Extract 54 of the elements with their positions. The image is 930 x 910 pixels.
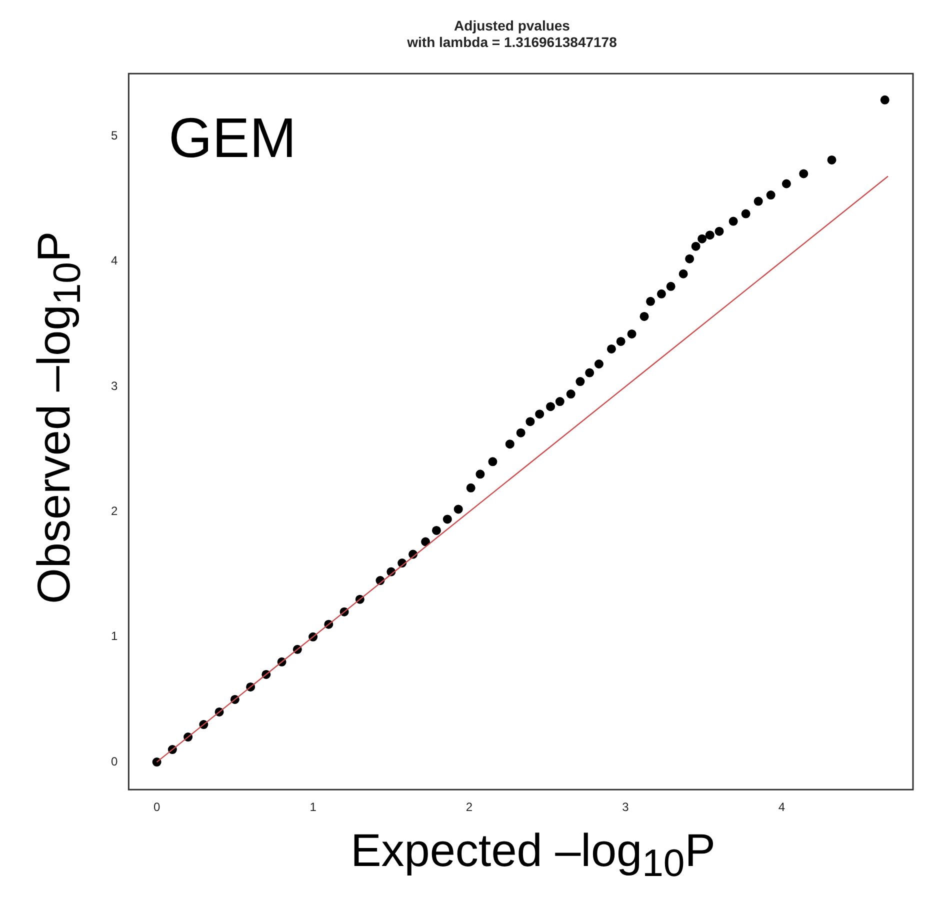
chart-subtitle: with lambda = 1.3169613847178 bbox=[406, 34, 618, 50]
point bbox=[421, 537, 430, 546]
point bbox=[799, 169, 808, 178]
point bbox=[880, 95, 890, 104]
point bbox=[754, 196, 763, 206]
point bbox=[566, 390, 576, 399]
point bbox=[505, 440, 514, 449]
point bbox=[442, 514, 452, 524]
point bbox=[685, 254, 694, 264]
point bbox=[678, 269, 688, 278]
point bbox=[466, 483, 476, 492]
point bbox=[432, 526, 441, 535]
y-tick-label: 4 bbox=[110, 254, 118, 268]
point bbox=[714, 226, 724, 236]
point bbox=[594, 360, 604, 369]
point bbox=[766, 190, 776, 200]
x-tick-label: 1 bbox=[310, 800, 317, 814]
point bbox=[585, 368, 594, 378]
point bbox=[454, 504, 463, 514]
x-tick-label: 2 bbox=[466, 800, 473, 814]
point bbox=[646, 296, 656, 306]
y-tick-label: 2 bbox=[110, 504, 118, 518]
y-tick-label: 0 bbox=[110, 754, 118, 768]
point bbox=[152, 758, 162, 767]
point bbox=[705, 230, 714, 240]
point bbox=[656, 289, 666, 298]
point bbox=[535, 410, 544, 419]
point bbox=[782, 179, 791, 188]
point bbox=[640, 312, 649, 321]
y-tick-label: 1 bbox=[110, 629, 118, 644]
point bbox=[546, 402, 556, 412]
point bbox=[576, 377, 585, 386]
x-tick-label: 3 bbox=[622, 800, 630, 814]
point bbox=[555, 397, 564, 406]
point bbox=[666, 282, 676, 291]
point bbox=[728, 216, 738, 226]
point bbox=[627, 329, 636, 338]
chart-title: Adjusted pvalues bbox=[454, 17, 570, 34]
x-tick-label: 0 bbox=[153, 800, 160, 814]
point bbox=[741, 209, 750, 218]
point bbox=[827, 155, 836, 164]
y-tick-label: 5 bbox=[110, 128, 118, 142]
point bbox=[606, 344, 616, 354]
point bbox=[616, 336, 626, 346]
point bbox=[516, 428, 526, 438]
point bbox=[476, 470, 485, 479]
y-tick-label: 3 bbox=[110, 378, 118, 393]
point bbox=[691, 242, 700, 251]
annotation: GEM bbox=[168, 106, 296, 170]
point bbox=[526, 417, 535, 426]
x-tick-label: 4 bbox=[778, 800, 786, 814]
x-axis-title: Expected –log$_{10}$P bbox=[350, 823, 716, 886]
point bbox=[698, 234, 707, 244]
point bbox=[488, 457, 498, 466]
